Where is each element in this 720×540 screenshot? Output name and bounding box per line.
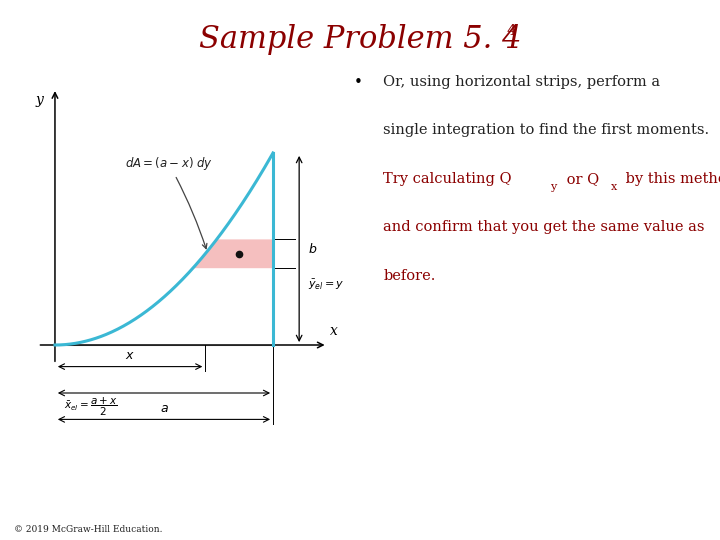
Text: and confirm that you get the same value as: and confirm that you get the same value … xyxy=(383,220,705,234)
Text: Try calculating Q: Try calculating Q xyxy=(383,172,512,186)
Text: or Q: or Q xyxy=(562,172,600,186)
Text: y: y xyxy=(35,93,43,107)
Text: $b$: $b$ xyxy=(308,242,318,256)
Text: y: y xyxy=(550,183,556,192)
Text: $x$: $x$ xyxy=(125,349,135,362)
Text: •: • xyxy=(354,75,362,90)
Text: by this method,: by this method, xyxy=(621,172,720,186)
Text: 4: 4 xyxy=(506,24,516,38)
Text: Or, using horizontal strips, perform a: Or, using horizontal strips, perform a xyxy=(383,75,660,89)
Text: © 2019 McGraw-Hill Education.: © 2019 McGraw-Hill Education. xyxy=(14,524,163,534)
Text: Sample Problem 5. 4: Sample Problem 5. 4 xyxy=(199,24,521,55)
Polygon shape xyxy=(193,239,273,268)
Text: x: x xyxy=(611,183,617,192)
Text: $a$: $a$ xyxy=(160,402,168,415)
Text: x: x xyxy=(330,324,338,338)
Text: $\bar{x}_{el} = \dfrac{a + x}{2}$: $\bar{x}_{el} = \dfrac{a + x}{2}$ xyxy=(63,395,117,417)
Text: single integration to find the first moments.: single integration to find the first mom… xyxy=(383,124,709,138)
Text: $dA = (a - x)\ dy$: $dA = (a - x)\ dy$ xyxy=(125,155,213,248)
Text: $\bar{y}_{el} = y$: $\bar{y}_{el} = y$ xyxy=(308,278,344,292)
Text: before.: before. xyxy=(383,269,436,283)
